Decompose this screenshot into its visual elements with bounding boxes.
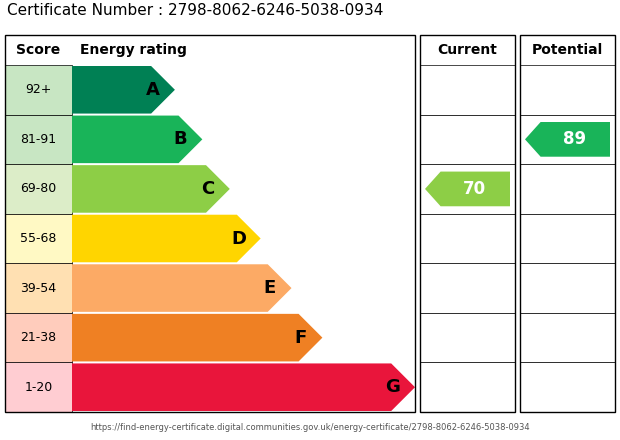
Text: G: G (386, 378, 401, 396)
Bar (420, 313, 515, 363)
Text: Score: Score (16, 43, 61, 57)
Polygon shape (72, 264, 291, 312)
Text: 89: 89 (563, 130, 586, 148)
Bar (5, 263, 72, 313)
Bar (520, 164, 615, 214)
Bar (5, 214, 72, 263)
Bar (520, 363, 615, 412)
Text: E: E (264, 279, 276, 297)
Text: D: D (231, 230, 246, 247)
Bar (5, 164, 72, 214)
Bar (420, 65, 515, 114)
Bar (520, 313, 615, 363)
Bar (520, 263, 615, 313)
Text: 70: 70 (463, 180, 486, 198)
Bar (420, 263, 515, 313)
Bar (5, 313, 72, 363)
Bar (420, 114, 515, 164)
Polygon shape (72, 314, 322, 361)
Text: Energy rating: Energy rating (80, 43, 187, 57)
Polygon shape (72, 165, 230, 213)
Bar (420, 214, 515, 263)
Text: 39-54: 39-54 (20, 282, 56, 294)
Polygon shape (525, 122, 610, 157)
Text: 92+: 92+ (25, 83, 51, 96)
Text: B: B (174, 130, 187, 148)
Bar (420, 35, 515, 412)
Bar (420, 164, 515, 214)
Text: A: A (146, 81, 160, 99)
Polygon shape (72, 363, 415, 411)
Polygon shape (72, 116, 202, 163)
Bar (520, 65, 615, 114)
Text: 21-38: 21-38 (20, 331, 56, 344)
Text: 55-68: 55-68 (20, 232, 56, 245)
Bar (520, 35, 615, 412)
Bar (520, 214, 615, 263)
Polygon shape (72, 215, 260, 262)
Bar (5, 114, 72, 164)
Text: 1-20: 1-20 (24, 381, 53, 394)
Text: Current: Current (438, 43, 497, 57)
Text: Certificate Number : 2798-8062-6246-5038-0934: Certificate Number : 2798-8062-6246-5038… (7, 3, 383, 18)
Text: 69-80: 69-80 (20, 183, 56, 195)
Text: C: C (201, 180, 215, 198)
Text: F: F (294, 329, 306, 347)
Bar (520, 114, 615, 164)
Bar (5, 65, 72, 114)
Text: 81-91: 81-91 (20, 133, 56, 146)
Bar (5, 35, 415, 412)
Bar (5, 363, 72, 412)
Polygon shape (72, 66, 175, 114)
Text: https://find-energy-certificate.digital.communities.gov.uk/energy-certificate/27: https://find-energy-certificate.digital.… (90, 423, 530, 432)
Bar (420, 363, 515, 412)
Text: Potential: Potential (532, 43, 603, 57)
Polygon shape (425, 172, 510, 206)
